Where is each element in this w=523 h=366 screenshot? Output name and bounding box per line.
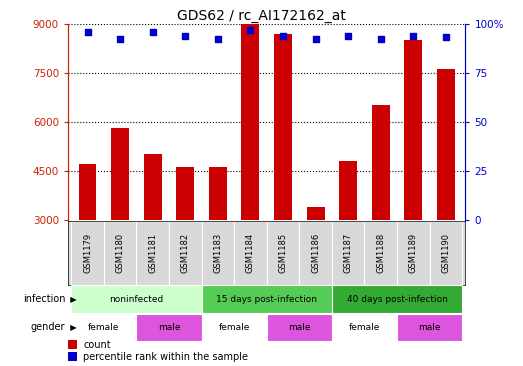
Bar <box>68 340 77 349</box>
Text: female: female <box>349 323 380 332</box>
Text: female: female <box>219 323 250 332</box>
Bar <box>111 128 129 220</box>
Bar <box>404 40 422 220</box>
Bar <box>372 105 390 220</box>
Bar <box>332 221 365 285</box>
Bar <box>397 221 429 285</box>
Text: GSM1190: GSM1190 <box>441 233 450 273</box>
Bar <box>274 34 292 220</box>
Text: GSM1184: GSM1184 <box>246 233 255 273</box>
Text: GSM1181: GSM1181 <box>148 233 157 273</box>
Text: male: male <box>158 323 180 332</box>
Bar <box>71 221 104 285</box>
Text: GSM1183: GSM1183 <box>213 233 222 273</box>
Text: gender: gender <box>31 322 65 332</box>
Bar <box>104 221 137 285</box>
Point <box>442 34 450 40</box>
Bar <box>201 285 332 313</box>
Bar <box>201 221 234 285</box>
Bar <box>234 221 267 285</box>
Text: female: female <box>88 323 120 332</box>
Text: GSM1189: GSM1189 <box>409 233 418 273</box>
Text: noninfected: noninfected <box>109 295 164 304</box>
Bar <box>144 154 162 220</box>
Bar <box>339 161 357 220</box>
Bar <box>299 221 332 285</box>
Text: 40 days post-infection: 40 days post-infection <box>347 295 448 304</box>
Point <box>246 27 255 33</box>
Point <box>181 33 189 38</box>
Bar <box>209 167 227 220</box>
Text: GSM1185: GSM1185 <box>279 233 288 273</box>
Bar <box>397 314 462 341</box>
Point <box>311 37 320 42</box>
Point <box>344 33 353 38</box>
Text: GDS62 / rc_AI172162_at: GDS62 / rc_AI172162_at <box>177 9 346 23</box>
Bar <box>365 221 397 285</box>
Bar <box>429 221 462 285</box>
Point <box>279 33 287 38</box>
Text: infection: infection <box>23 294 65 304</box>
Bar <box>306 206 325 220</box>
Point <box>377 37 385 42</box>
Text: male: male <box>288 323 311 332</box>
Text: GSM1179: GSM1179 <box>83 233 92 273</box>
Bar <box>267 314 332 341</box>
Point <box>409 33 417 38</box>
Bar <box>78 164 97 220</box>
Text: GSM1180: GSM1180 <box>116 233 124 273</box>
Text: GSM1182: GSM1182 <box>181 233 190 273</box>
Text: GSM1188: GSM1188 <box>376 233 385 273</box>
Text: ▶: ▶ <box>65 323 77 332</box>
Point <box>149 29 157 34</box>
Text: percentile rank within the sample: percentile rank within the sample <box>83 352 248 362</box>
Bar <box>68 352 77 361</box>
Point <box>214 37 222 42</box>
Bar <box>332 285 462 313</box>
Text: GSM1186: GSM1186 <box>311 233 320 273</box>
Bar <box>71 285 201 313</box>
Text: male: male <box>418 323 441 332</box>
Bar <box>137 314 201 341</box>
Point <box>83 29 92 34</box>
Bar <box>137 221 169 285</box>
Text: count: count <box>83 340 111 350</box>
Text: 15 days post-infection: 15 days post-infection <box>216 295 317 304</box>
Text: ▶: ▶ <box>65 295 77 304</box>
Text: GSM1187: GSM1187 <box>344 233 353 273</box>
Bar <box>201 314 267 341</box>
Bar <box>332 314 397 341</box>
Bar <box>176 167 194 220</box>
Point <box>116 37 124 42</box>
Bar <box>169 221 201 285</box>
Bar <box>242 24 259 220</box>
Bar <box>267 221 299 285</box>
Bar <box>71 314 137 341</box>
Bar <box>437 70 455 220</box>
